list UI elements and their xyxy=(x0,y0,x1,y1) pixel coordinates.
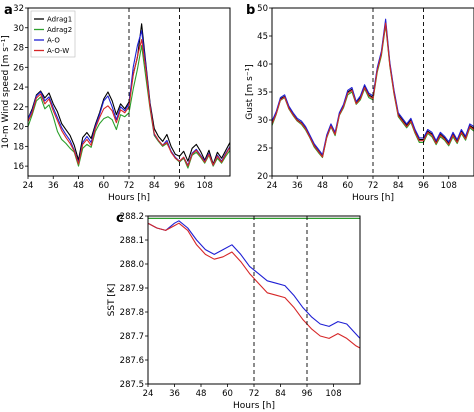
x-tick-label: 36 xyxy=(48,181,59,191)
x-tick-label: 48 xyxy=(73,181,84,191)
legend-label: A-O-W xyxy=(47,47,69,55)
y-tick-label: 287.6 xyxy=(120,356,144,366)
x-tick-label: 84 xyxy=(393,181,404,191)
y-tick-label: 287.8 xyxy=(120,308,144,318)
x-tick-label: 96 xyxy=(302,389,313,399)
x-tick-label: 48 xyxy=(317,181,328,191)
x-tick-label: 108 xyxy=(197,181,213,191)
y-tick-label: 50 xyxy=(257,4,268,14)
series-group xyxy=(272,18,474,159)
panel-c: c 24 36 48 60 72 84 96 108 287.5 287.6 287.7 287.8 28… xyxy=(107,211,361,411)
y-tick-label: 32 xyxy=(13,4,24,14)
y-axis-label: SST [K] xyxy=(107,284,117,317)
x-tick-label: 60 xyxy=(222,389,233,399)
y-tick-label: 24 xyxy=(13,83,24,93)
x-tick-label: 24 xyxy=(143,389,154,399)
x-tick-label: 108 xyxy=(325,389,341,399)
y-tick-label: 25 xyxy=(257,144,268,154)
y-tick-label: 288.2 xyxy=(120,212,144,222)
legend: Adrag1 Adrag2 A-O A-O-W xyxy=(30,10,76,58)
x-tick-label: 24 xyxy=(23,181,34,191)
x-tick-label: 24 xyxy=(267,181,278,191)
y-axis-label: 10-m Wind speed [m s⁻¹] xyxy=(1,35,11,149)
x-tick-label: 48 xyxy=(196,389,207,399)
x-tick-label: 60 xyxy=(342,181,353,191)
y-tick-label: 16 xyxy=(13,162,24,172)
x-tick-label: 72 xyxy=(368,181,379,191)
x-tick-label: 36 xyxy=(292,181,303,191)
y-tick-label: 45 xyxy=(257,32,268,42)
x-tick-label: 96 xyxy=(418,181,429,191)
x-tick-label: 72 xyxy=(124,181,135,191)
y-tick-label: 18 xyxy=(13,142,24,152)
y-tick-label: 30 xyxy=(13,24,24,34)
y-tick-label: 30 xyxy=(257,116,268,126)
x-axis-label: Hours [h] xyxy=(108,193,150,203)
y-tick-label: 28 xyxy=(13,44,24,54)
x-tick-label: 84 xyxy=(149,181,160,191)
x-tick-label: 108 xyxy=(441,181,457,191)
y-tick-label: 287.9 xyxy=(120,284,144,294)
y-tick-label: 22 xyxy=(13,103,24,113)
panel-label: c xyxy=(116,211,124,226)
x-tick-label: 96 xyxy=(174,181,185,191)
y-tick-label: 287.5 xyxy=(120,380,144,390)
panel-label: a xyxy=(4,3,13,18)
y-tick-label: 287.7 xyxy=(120,332,144,342)
y-tick-label: 20 xyxy=(257,172,268,182)
series-line-a-o-w xyxy=(148,222,360,349)
series-line-a-o-w xyxy=(272,22,474,158)
x-tick-label: 84 xyxy=(275,389,286,399)
y-axis-label: Gust [m s⁻¹] xyxy=(245,64,255,119)
legend-label: Adrag2 xyxy=(47,26,72,34)
x-axis-label: Hours [h] xyxy=(233,401,275,411)
legend-label: A-O xyxy=(47,37,60,45)
y-tick-label: 20 xyxy=(13,123,24,133)
series-line-a-o xyxy=(148,220,360,339)
x-tick-label: 72 xyxy=(249,389,260,399)
y-tick-label: 288.0 xyxy=(120,260,144,270)
y-tick-label: 35 xyxy=(257,88,268,98)
panel-label: b xyxy=(246,3,255,18)
y-tick-label: 40 xyxy=(257,60,268,70)
y-tick-label: 288.1 xyxy=(120,236,144,246)
x-tick-label: 36 xyxy=(169,389,180,399)
panel-b: b 24 36 48 60 72 84 96 108 20 25 30 35 40 45 50 Hours [h… xyxy=(245,3,474,203)
series-line-adrag2 xyxy=(28,44,230,169)
x-tick-label: 60 xyxy=(98,181,109,191)
panel-a: a 24 36 48 60 72 84 96 108 16 18 20 22 24 26 28 30 32 Hour… xyxy=(1,3,231,203)
legend-label: Adrag1 xyxy=(47,16,72,24)
x-axis-label: Hours [h] xyxy=(352,193,394,203)
y-tick-label: 26 xyxy=(13,63,24,73)
